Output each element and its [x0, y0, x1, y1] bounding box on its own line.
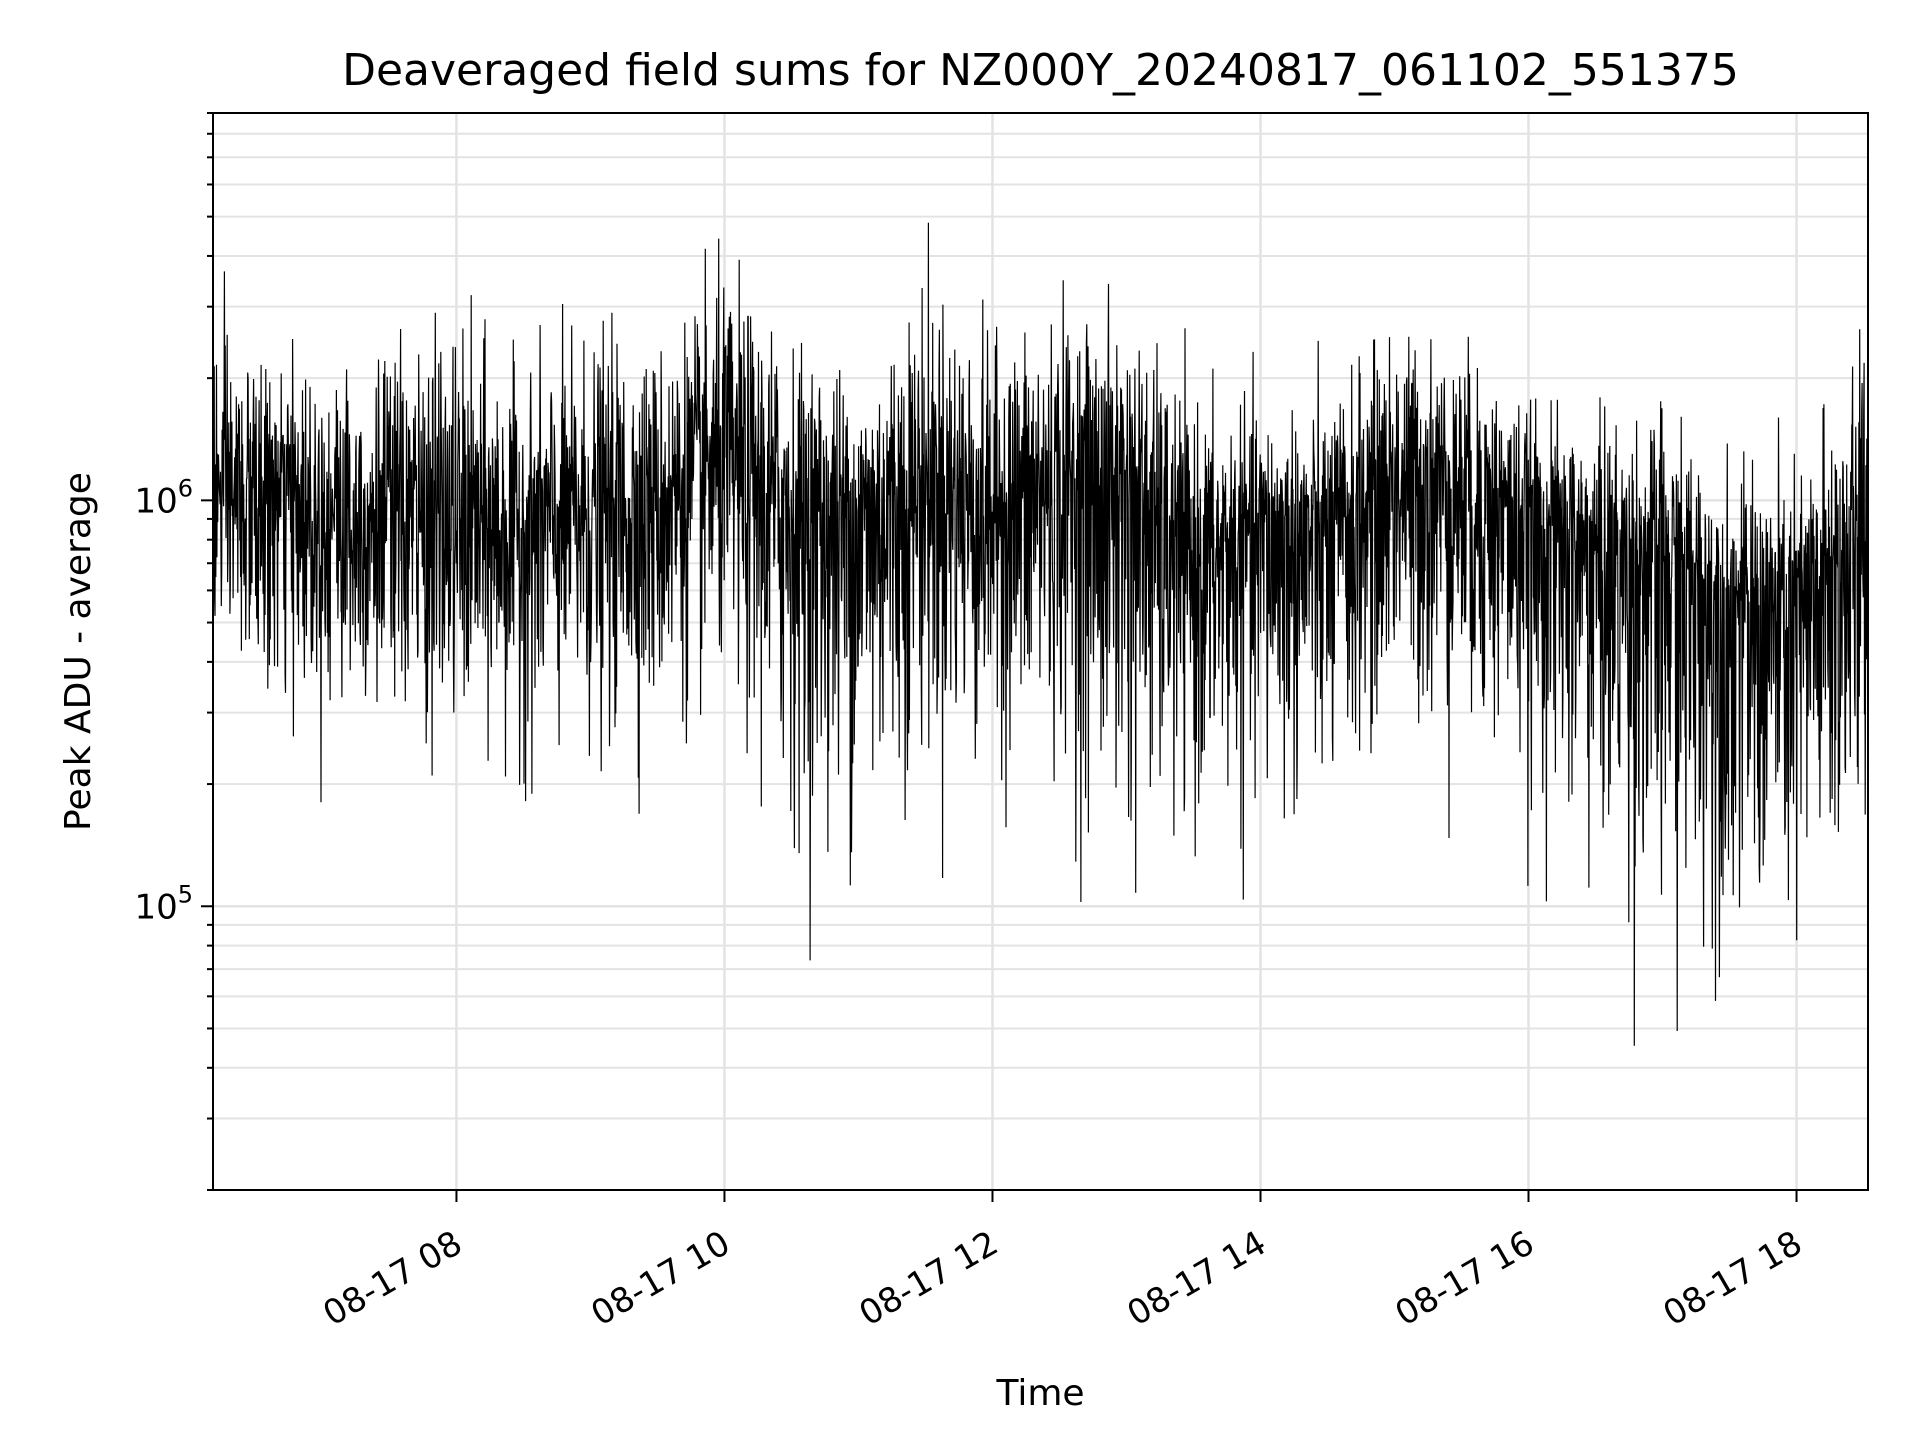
- series-line-path: [212, 222, 1869, 1046]
- data-series-line: [212, 222, 1869, 1046]
- x-axis-label: Time: [995, 1373, 1084, 1414]
- axis-ticks: 08-17 08 08-17 10 08-17 12 08-17 14 08-17 16…: [134, 112, 1809, 1334]
- x-tick-label: 08-17 10: [585, 1223, 737, 1334]
- x-tick-label: 08-17 14: [1121, 1223, 1273, 1334]
- y-tick-label: 105: [134, 880, 193, 927]
- plot-frame: [212, 112, 1869, 1191]
- y-tick-label: 106: [134, 474, 193, 521]
- y-axis-label: Peak ADU - average: [58, 472, 99, 831]
- x-tick-label: 08-17 08: [317, 1223, 469, 1334]
- chart-title: Deaveraged field sums for NZ000Y_2024081…: [342, 45, 1739, 96]
- x-tick-label: 08-17 12: [853, 1223, 1005, 1334]
- x-tick-label: 08-17 18: [1657, 1223, 1809, 1334]
- x-tick-label: 08-17 16: [1389, 1223, 1541, 1334]
